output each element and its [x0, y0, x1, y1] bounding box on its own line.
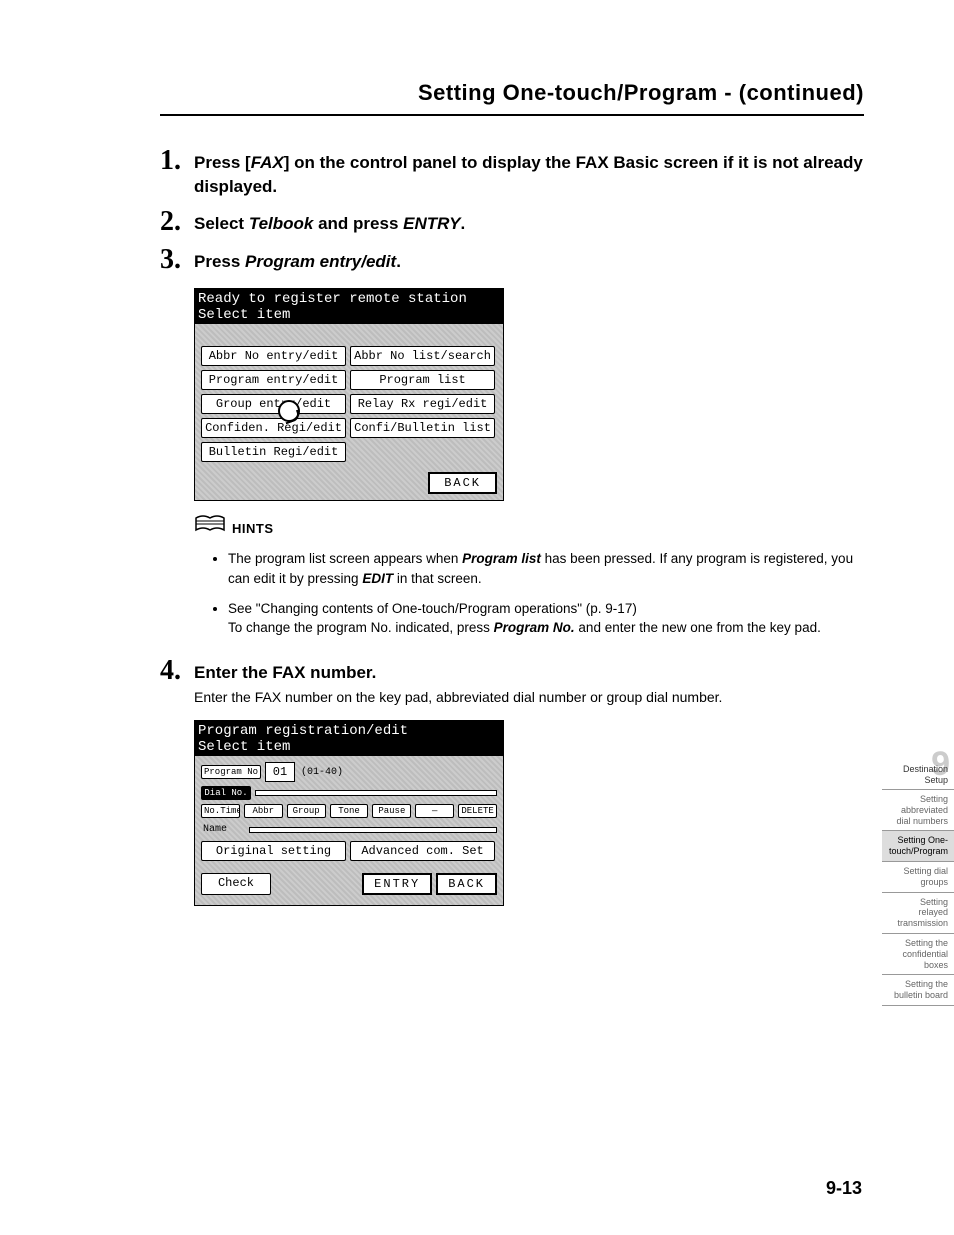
- lbl-name: Name: [201, 822, 245, 837]
- btn-relay-rx[interactable]: Relay Rx regi/edit: [350, 394, 495, 414]
- side-tab-1[interactable]: Setting One-touch/Program: [882, 831, 954, 862]
- side-tab-0[interactable]: Setting abbreviated dial numbers: [882, 790, 954, 831]
- hints-label: HINTS: [232, 521, 274, 536]
- step-4-number: 4.: [160, 656, 194, 687]
- side-tab-2[interactable]: Setting dial groups: [882, 862, 954, 893]
- btn-pause[interactable]: Pause: [372, 804, 411, 818]
- fax-screen-2: Program registration/edit Select item Pr…: [194, 720, 504, 906]
- btn-abbr-entry[interactable]: Abbr No entry/edit: [201, 346, 346, 366]
- lbl-dial-no: Dial No.: [201, 786, 251, 800]
- btn-bulletin[interactable]: Bulletin Regi/edit: [201, 442, 346, 462]
- pointer-icon: [278, 400, 300, 422]
- side-tab-5[interactable]: Setting the bulletin board: [882, 975, 954, 1006]
- step-2-number: 2.: [160, 207, 194, 238]
- btn-notime[interactable]: No.Time: [201, 804, 240, 818]
- btn-dash[interactable]: —: [415, 804, 454, 818]
- btn-back-2[interactable]: BACK: [436, 873, 497, 895]
- side-tab-4[interactable]: Setting the confidential boxes: [882, 934, 954, 975]
- val-program-no[interactable]: 01: [265, 762, 295, 782]
- screen1-title: Ready to register remote station Select …: [194, 288, 504, 324]
- btn-program-list[interactable]: Program list: [350, 370, 495, 390]
- btn-back-1[interactable]: BACK: [428, 472, 497, 494]
- btn-advanced-set[interactable]: Advanced com. Set: [350, 841, 495, 861]
- btn-entry-2[interactable]: ENTRY: [362, 873, 432, 895]
- book-icon: [194, 515, 226, 541]
- hint-1: The program list screen appears when Pro…: [228, 549, 864, 588]
- range-text: (01-40): [299, 765, 345, 780]
- hints-list: The program list screen appears when Pro…: [228, 549, 864, 637]
- screen2-body: Program No. 01 (01-40) Dial No. No.Time …: [194, 756, 504, 906]
- btn-check[interactable]: Check: [201, 873, 271, 895]
- step-1-text: Press [FAX] on the control panel to disp…: [194, 151, 864, 199]
- step-4-heading: Enter the FAX number.: [194, 661, 864, 685]
- btn-abbr-list[interactable]: Abbr No list/search: [350, 346, 495, 366]
- header-rule: [160, 114, 864, 116]
- btn-group2[interactable]: Group: [287, 804, 326, 818]
- btn-delete[interactable]: DELETE: [458, 804, 497, 818]
- screen1-body: Abbr No entry/edit Abbr No list/search P…: [194, 324, 504, 501]
- step-3-text: Press Program entry/edit.: [194, 250, 864, 274]
- step-2-text: Select Telbook and press ENTRY.: [194, 212, 864, 236]
- fax-screen-1: Ready to register remote station Select …: [194, 288, 504, 501]
- btn-program-entry[interactable]: Program entry/edit: [201, 370, 346, 390]
- step-4-desc: Enter the FAX number on the key pad, abb…: [194, 688, 864, 708]
- input-name[interactable]: [249, 827, 497, 833]
- side-tab-3[interactable]: Setting relayed transmission: [882, 893, 954, 934]
- chapter-tab: 9 Destination Setup: [882, 750, 954, 790]
- input-dial-no[interactable]: [255, 790, 497, 796]
- btn-tone[interactable]: Tone: [330, 804, 369, 818]
- side-tabs: 9 Destination Setup Setting abbreviated …: [882, 750, 954, 1006]
- step-1-number: 1.: [160, 146, 194, 177]
- screen2-title: Program registration/edit Select item: [194, 720, 504, 756]
- btn-original-setting[interactable]: Original setting: [201, 841, 346, 861]
- btn-abbr2[interactable]: Abbr: [244, 804, 283, 818]
- lbl-program-no[interactable]: Program No.: [201, 765, 261, 779]
- step-3-number: 3.: [160, 245, 194, 276]
- btn-confiden[interactable]: Confiden. Regi/edit: [201, 418, 346, 438]
- hint-2: See "Changing contents of One-touch/Prog…: [228, 599, 864, 638]
- page-number: 9-13: [826, 1178, 862, 1199]
- btn-group-entry[interactable]: Group entry/edit: [201, 394, 346, 414]
- btn-confi-bulletin[interactable]: Confi/Bulletin list: [350, 418, 495, 438]
- page-header: Setting One-touch/Program - (continued): [160, 80, 864, 106]
